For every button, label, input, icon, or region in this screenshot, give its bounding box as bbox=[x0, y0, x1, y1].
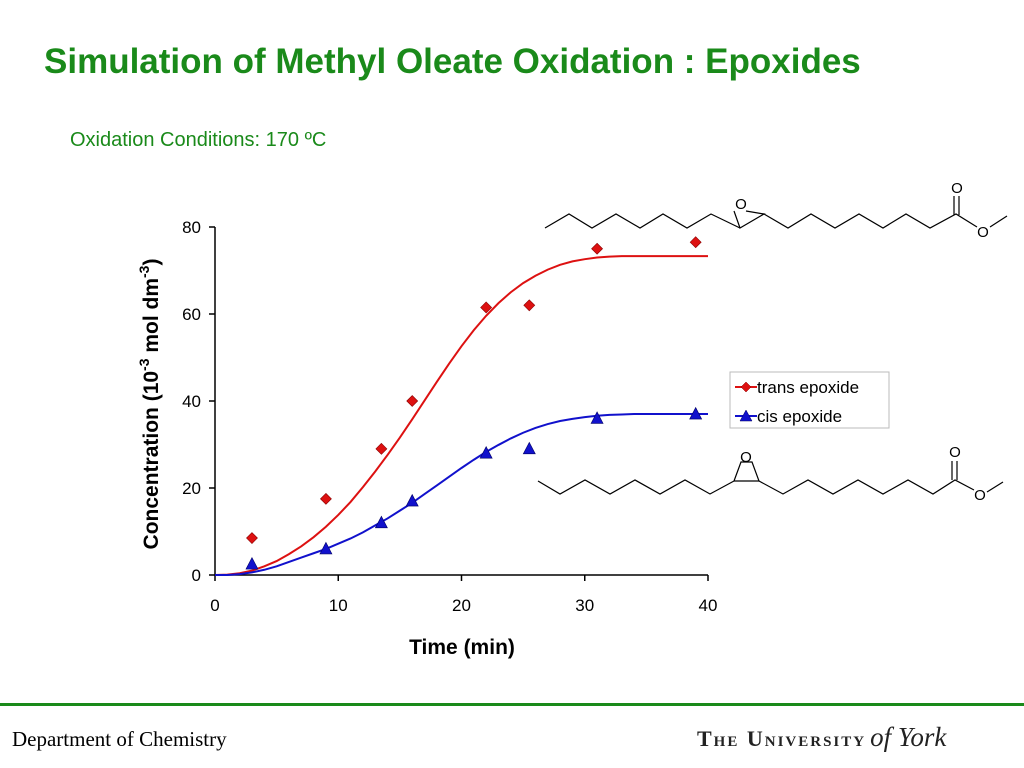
trans-epoxide-o: O bbox=[735, 196, 747, 213]
x-tick-label: 20 bbox=[452, 596, 471, 615]
cis-epoxide-ring bbox=[733, 461, 760, 482]
cis-data-point bbox=[374, 515, 388, 529]
y-axis-label-part3: ) bbox=[140, 259, 163, 266]
cis-data-point bbox=[405, 493, 419, 507]
cis-ester-methyl bbox=[986, 481, 1004, 493]
trans-epoxide-structure: O O O bbox=[544, 180, 1008, 241]
cis-data-point bbox=[319, 541, 333, 555]
slide-subtitle: Oxidation Conditions: 170 ºC bbox=[70, 129, 327, 151]
footer-rule bbox=[0, 703, 1024, 706]
cis-chain-left bbox=[537, 479, 735, 495]
fit-curves bbox=[214, 255, 708, 576]
logo-main-text: The University bbox=[697, 726, 867, 751]
cis-data-point bbox=[245, 556, 259, 570]
x-axis-label: Time (min) bbox=[409, 636, 515, 659]
cis-ester-o: O bbox=[974, 487, 986, 504]
trans-data-point bbox=[375, 442, 388, 455]
legend-box bbox=[729, 371, 890, 429]
cis-epoxide-o: O bbox=[740, 449, 752, 466]
x-tick-label: 0 bbox=[210, 596, 219, 615]
x-tick-labels: 0 10 20 30 40 bbox=[210, 596, 717, 615]
y-tick-label: 20 bbox=[182, 479, 201, 498]
trans-data-point bbox=[480, 301, 493, 314]
cis-epoxide-structure: O O O bbox=[537, 444, 1004, 504]
logo-script-text: of York bbox=[870, 722, 947, 752]
legend-cis-marker bbox=[739, 409, 753, 422]
legend-trans-label: trans epoxide bbox=[757, 378, 859, 397]
y-tick-label: 40 bbox=[182, 392, 201, 411]
cis-data-point bbox=[689, 406, 703, 420]
legend: trans epoxide cis epoxide bbox=[729, 371, 890, 429]
trans-data-point bbox=[689, 236, 702, 249]
slide-title: Simulation of Methyl Oleate Oxidation : … bbox=[44, 42, 861, 81]
y-tick-label: 0 bbox=[192, 566, 201, 585]
cis-carbonyl-o: O bbox=[949, 444, 961, 461]
trans-data-point bbox=[246, 532, 258, 544]
trans-ester-methyl bbox=[989, 215, 1008, 228]
university-logo: The University of York bbox=[697, 722, 946, 753]
trans-fit-curve bbox=[214, 255, 708, 576]
y-tick-label: 60 bbox=[182, 305, 201, 324]
x-tick-label: 40 bbox=[699, 596, 718, 615]
cis-data-point bbox=[590, 411, 604, 424]
legend-cis-label: cis epoxide bbox=[757, 407, 842, 426]
chart: 0 10 20 30 40 0 20 40 60 80 Time (min) Concentra… bbox=[136, 180, 1008, 659]
y-axis-label-part1: Concentration (10 bbox=[140, 371, 163, 550]
cis-fit-curve bbox=[215, 413, 708, 576]
trans-data-point bbox=[320, 492, 332, 505]
x-tick-label: 30 bbox=[575, 596, 594, 615]
y-axis-label-part2: mol dm bbox=[140, 278, 163, 359]
y-tick-label: 80 bbox=[182, 218, 201, 237]
trans-data-point bbox=[591, 242, 603, 255]
y-tick-labels: 0 20 40 60 80 bbox=[182, 218, 201, 585]
trans-carbonyl-o: O bbox=[951, 180, 963, 197]
y-axis-label: Concentration (10-3 mol dm-3) bbox=[136, 259, 163, 550]
trans-epoxide-ring bbox=[733, 210, 766, 229]
chart-axes bbox=[209, 226, 709, 581]
cis-chain-right bbox=[758, 479, 975, 495]
trans-data-point bbox=[406, 395, 419, 407]
legend-trans-marker bbox=[740, 381, 752, 393]
y-axis-label-sup2: -3 bbox=[136, 265, 152, 278]
footer-department: Department of Chemistry bbox=[12, 727, 227, 751]
x-tick-label: 10 bbox=[329, 596, 348, 615]
y-axis-label-sup1: -3 bbox=[136, 358, 152, 371]
cis-data-point bbox=[522, 441, 536, 455]
cis-data-point bbox=[479, 446, 493, 459]
trans-chain-left bbox=[544, 213, 741, 229]
trans-ester-o: O bbox=[977, 224, 989, 241]
trans-chain-right bbox=[763, 213, 978, 229]
data-markers bbox=[245, 236, 703, 570]
trans-data-point bbox=[523, 299, 536, 312]
